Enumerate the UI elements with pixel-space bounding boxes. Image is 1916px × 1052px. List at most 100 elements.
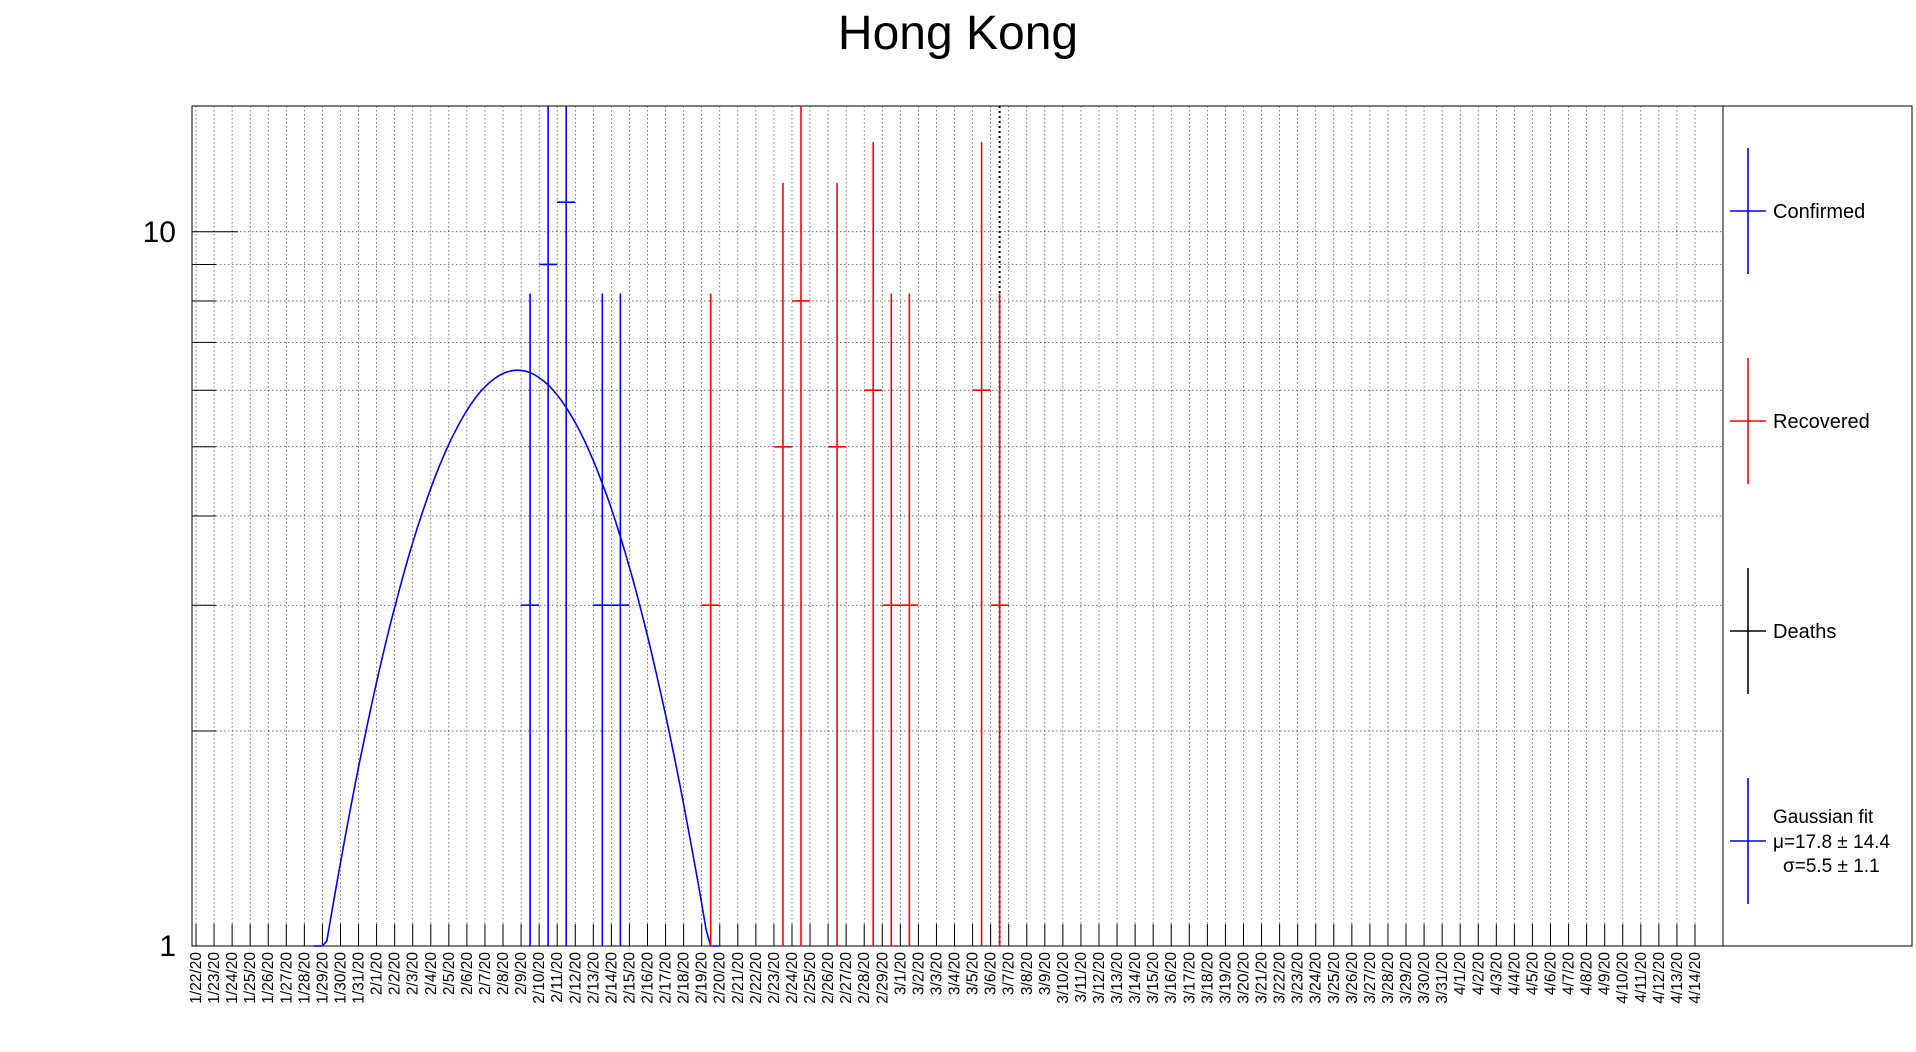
legend-label: Deaths — [1773, 621, 1836, 643]
x-tick-label: 4/7/20 — [1561, 952, 1578, 995]
x-tick-label: 2/21/20 — [730, 952, 747, 1004]
x-tick-label: 3/4/20 — [947, 952, 964, 995]
x-tick-label: 3/18/20 — [1199, 952, 1216, 1004]
x-tick-label: 3/12/20 — [1091, 952, 1108, 1004]
x-tick-label: 1/28/20 — [296, 952, 313, 1004]
legend-entry-gaussian-fit: Gaussian fit μ=17.8 ± 14.4 σ=5.5 ± 1.1 — [1730, 778, 1890, 904]
legend-entry-confirmed: Confirmed — [1730, 148, 1865, 274]
x-tick-label: 1/25/20 — [242, 952, 259, 1004]
x-tick-label: 4/1/20 — [1452, 952, 1469, 995]
x-tick-label: 3/23/20 — [1290, 952, 1307, 1004]
x-tick-label: 1/26/20 — [260, 952, 277, 1004]
x-tick-label: 2/22/20 — [748, 952, 765, 1004]
data-point-confirmed — [611, 293, 630, 946]
x-tick-label: 2/4/20 — [423, 952, 440, 995]
legend-label: Gaussian fit — [1773, 807, 1874, 828]
x-tick-label: 3/27/20 — [1362, 952, 1379, 1004]
x-tick-label: 3/13/20 — [1109, 952, 1126, 1004]
data-point-recovered — [900, 293, 919, 946]
y-tick-label: 1 — [159, 930, 176, 963]
x-tick-label: 2/26/20 — [820, 952, 837, 1004]
x-tick-label: 2/2/20 — [387, 952, 404, 995]
x-tick-label: 3/8/20 — [1019, 952, 1036, 995]
x-tick-label: 2/3/20 — [405, 952, 422, 995]
x-tick-label: 3/9/20 — [1037, 952, 1054, 995]
legend-entry-recovered: Recovered — [1730, 358, 1870, 484]
x-tick-label: 2/7/20 — [477, 952, 494, 995]
x-tick-label: 4/14/20 — [1687, 952, 1704, 1004]
x-tick-label: 1/29/20 — [314, 952, 331, 1004]
x-tick-label: 2/13/20 — [585, 952, 602, 1004]
x-tick-label: 4/11/20 — [1633, 952, 1650, 1003]
x-tick-label: 2/24/20 — [784, 952, 801, 1004]
x-tick-label: 4/5/20 — [1524, 952, 1541, 995]
x-tick-label: 3/21/20 — [1254, 952, 1271, 1004]
x-tick-label: 3/10/20 — [1055, 952, 1072, 1004]
x-tick-label: 4/3/20 — [1488, 952, 1505, 995]
legend-label: Recovered — [1773, 411, 1870, 433]
x-tick-label: 3/30/20 — [1416, 952, 1433, 1004]
data-point-recovered — [990, 293, 1009, 946]
legend-label: Confirmed — [1773, 201, 1865, 223]
x-tick-label: 3/24/20 — [1308, 952, 1325, 1004]
data-point-recovered — [701, 293, 720, 946]
x-tick-label: 2/11/20 — [549, 952, 566, 1003]
x-tick-label: 2/20/20 — [712, 952, 729, 1004]
x-tick-label: 2/15/20 — [621, 952, 638, 1004]
x-tick-label: 2/5/20 — [441, 952, 458, 995]
legend-entry-deaths: Deaths — [1730, 568, 1836, 694]
fit-curve-layer — [313, 369, 720, 947]
x-tick-label: 3/26/20 — [1344, 952, 1361, 1004]
x-tick-label: 3/17/20 — [1181, 952, 1198, 1004]
x-tick-label: 2/10/20 — [531, 952, 548, 1004]
data-point-recovered — [882, 293, 901, 946]
x-tick-label: 4/10/20 — [1615, 952, 1632, 1004]
y-tick-label: 10 — [143, 216, 176, 249]
x-tick-label: 3/28/20 — [1380, 952, 1397, 1004]
x-tick-label: 3/29/20 — [1398, 952, 1415, 1004]
x-tick-label: 4/13/20 — [1669, 952, 1686, 1004]
x-tick-label: 2/23/20 — [766, 952, 783, 1004]
data-point-confirmed — [521, 293, 540, 946]
x-tick-label: 4/2/20 — [1470, 952, 1487, 995]
data-point-confirmed — [557, 106, 576, 946]
x-tick-label: 1/23/20 — [206, 952, 223, 1004]
x-tick-label: 4/9/20 — [1597, 952, 1614, 995]
x-tick-label: 3/2/20 — [910, 952, 927, 995]
x-tick-label: 3/14/20 — [1127, 952, 1144, 1004]
x-tick-label: 3/11/20 — [1073, 952, 1090, 1003]
grid — [192, 106, 1723, 946]
x-tick-label: 1/27/20 — [278, 952, 295, 1004]
x-tick-label: 2/14/20 — [603, 952, 620, 1004]
x-tick-label: 2/28/20 — [856, 952, 873, 1004]
x-tick-label: 2/12/20 — [567, 952, 584, 1004]
data-point-confirmed — [539, 106, 558, 946]
x-tick-label: 3/5/20 — [965, 952, 982, 995]
x-tick-label: 3/25/20 — [1326, 952, 1343, 1004]
data-point-recovered — [791, 106, 810, 946]
x-tick-label: 3/19/20 — [1217, 952, 1234, 1004]
data-point-recovered — [864, 142, 883, 946]
axes: 1/22/20 1/23/20 1/24/20 1/25/20 1/26/20 1/27/… — [143, 105, 1724, 1004]
x-tick-label: 2/25/20 — [802, 952, 819, 1004]
x-tick-label: 2/8/20 — [495, 952, 512, 995]
x-tick-label: 2/16/20 — [640, 952, 657, 1004]
x-tick-label: 1/30/20 — [332, 952, 349, 1004]
x-tick-label: 3/6/20 — [983, 952, 1000, 995]
x-tick-label: 3/22/20 — [1272, 952, 1289, 1004]
x-tick-label: 4/6/20 — [1543, 952, 1560, 995]
x-tick-label: 3/15/20 — [1145, 952, 1162, 1004]
legend: Confirmed Recovered Deaths Gaussian fit μ=17… — [1722, 105, 1913, 947]
chart-title: Hong Kong — [837, 7, 1079, 60]
data-point-recovered — [972, 142, 991, 946]
x-tick-label: 2/18/20 — [676, 952, 693, 1004]
fit-sigma-label: σ=5.5 ± 1.1 — [1783, 856, 1880, 877]
x-tick-label: 3/16/20 — [1163, 952, 1180, 1004]
data-point-recovered — [773, 182, 792, 946]
data-point-confirmed — [593, 293, 612, 946]
x-tick-label: 4/4/20 — [1506, 952, 1523, 995]
gaussian-fit-curve — [321, 369, 720, 947]
x-tick-label: 3/31/20 — [1434, 952, 1451, 1004]
x-tick-label: 1/22/20 — [188, 952, 205, 1004]
